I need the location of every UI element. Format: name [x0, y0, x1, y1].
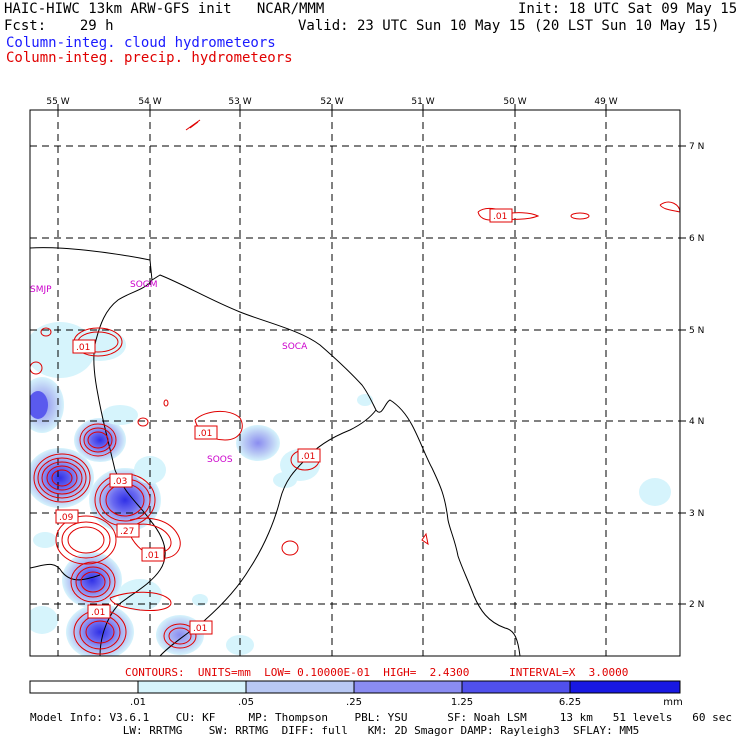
svg-text:.27: .27 — [120, 527, 134, 537]
contour-label: .01 — [189, 620, 213, 635]
lon-label: 51 W — [411, 97, 434, 107]
svg-text:.01: .01 — [198, 429, 212, 439]
contour-label: .03 — [109, 473, 133, 488]
contour-label: .01 — [87, 604, 111, 619]
lat-label: 3 N — [689, 509, 704, 519]
lon-label: 52 W — [320, 97, 343, 107]
axis-ticks — [57, 104, 686, 605]
lon-label: 49 W — [594, 97, 617, 107]
coastline-borders — [30, 247, 521, 656]
svg-text:.01: .01 — [493, 212, 507, 222]
svg-text:.09: .09 — [59, 513, 74, 523]
cloud-legend-label: Column-integ. cloud hydrometeors — [6, 35, 276, 51]
model-info-line2: LW: RRTMG SW: RRTMG DIFF: full KM: 2D Sm… — [30, 724, 640, 737]
station-label: SOOS — [207, 455, 233, 465]
lat-label: 2 N — [689, 600, 704, 610]
precip-legend-label: Column-integ. precip. hydrometeors — [6, 50, 293, 66]
lat-label: 4 N — [689, 417, 704, 427]
colorbar-tick: .01 — [130, 697, 146, 708]
contour-label: .01 — [141, 547, 165, 562]
svg-text:.01: .01 — [301, 452, 315, 462]
colorbar-tick: .05 — [238, 697, 254, 708]
colorbar-units: mm — [663, 697, 682, 708]
title: HAIC-HIWC 13km ARW-GFS init NCAR/MMM — [4, 1, 325, 17]
colorbar — [29, 680, 681, 694]
lon-label: 50 W — [503, 97, 526, 107]
lat-label: 7 N — [689, 142, 704, 152]
contour-label: .01 — [72, 339, 96, 354]
contour-label: .09 — [55, 509, 79, 524]
station-label: SOCA — [282, 342, 308, 352]
lon-label: 54 W — [138, 97, 161, 107]
contour-label: .01 — [297, 448, 321, 463]
lon-label: 53 W — [228, 97, 251, 107]
contours-info: CONTOURS: UNITS=mm LOW= 0.10000E-01 HIGH… — [125, 666, 629, 679]
valid-time: Valid: 23 UTC Sun 10 May 15 (20 LST Sun … — [298, 18, 720, 34]
contour-label: .01 — [489, 208, 513, 223]
station-label: SMJP — [30, 285, 52, 295]
model-info-line1: Model Info: V3.6.1 CU: KF MP: Thompson P… — [30, 711, 732, 724]
svg-text:.03: .03 — [113, 477, 127, 487]
lat-label: 6 N — [689, 234, 704, 244]
svg-text:.01: .01 — [76, 343, 90, 353]
svg-text:.01: .01 — [91, 608, 105, 618]
init-time: Init: 18 UTC Sat 09 May 15 — [518, 1, 738, 17]
colorbar-tick: 1.25 — [451, 697, 473, 708]
contour-label: .01 — [194, 425, 218, 440]
station-label: SOGM — [130, 280, 158, 290]
lon-label: 55 W — [46, 97, 69, 107]
lat-label: 5 N — [689, 326, 704, 336]
colorbar-tick: .25 — [346, 697, 362, 708]
colorbar-tick: 6.25 — [559, 697, 581, 708]
contour-label: .27 — [116, 523, 140, 538]
svg-text:.01: .01 — [145, 551, 159, 561]
map-frame — [29, 109, 681, 657]
forecast-hour: Fcst: 29 h — [4, 18, 114, 34]
svg-text:.01: .01 — [193, 624, 207, 634]
